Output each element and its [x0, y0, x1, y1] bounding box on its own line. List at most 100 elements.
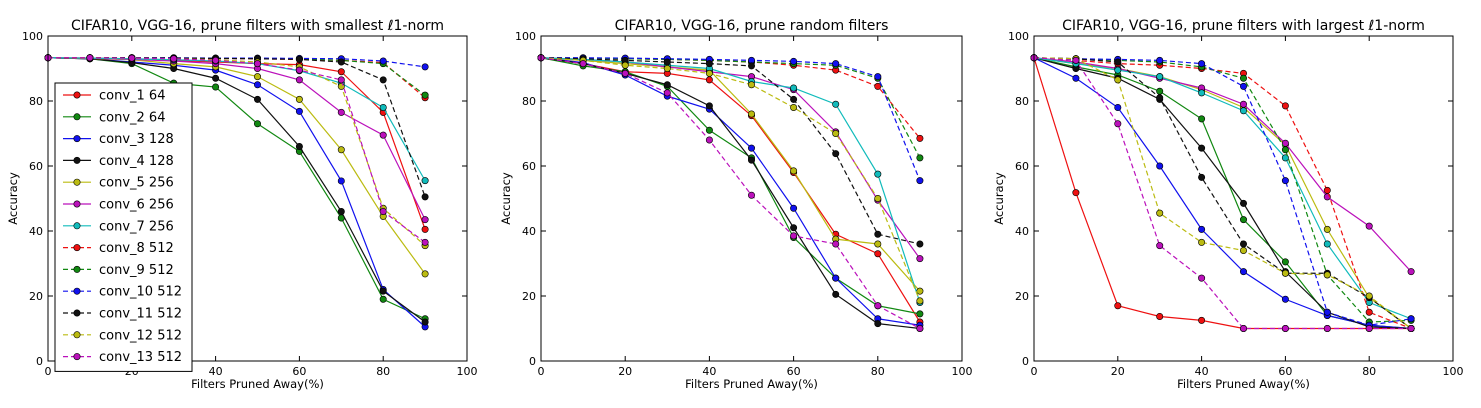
legend-swatch-marker [73, 331, 81, 339]
data-point [379, 57, 387, 65]
data-point [1281, 269, 1289, 277]
data-point [1365, 222, 1373, 230]
y-tick-label: 80 [29, 95, 43, 108]
legend-swatch-marker [73, 287, 81, 295]
x-tick-label: 80 [871, 365, 885, 378]
data-point [295, 107, 303, 115]
data-point [1156, 94, 1164, 102]
y-tick-label: 40 [522, 225, 536, 238]
data-point [1323, 186, 1331, 194]
x-tick-label: 100 [1443, 365, 1464, 378]
data-point [705, 102, 713, 110]
data-point [421, 193, 429, 201]
data-point [1240, 216, 1248, 224]
data-point [1114, 104, 1122, 112]
y-tick-label: 0 [1022, 355, 1029, 368]
data-point [337, 108, 345, 116]
x-tick-label: 60 [1278, 365, 1292, 378]
data-point [295, 95, 303, 103]
data-point [379, 104, 387, 112]
data-point [1072, 56, 1080, 64]
data-point [1281, 324, 1289, 332]
data-point [1323, 225, 1331, 233]
x-axis-label: Filters Pruned Away(%) [191, 377, 324, 391]
series-line-conv_12-512 [48, 57, 426, 247]
x-tick-label: 20 [1111, 365, 1125, 378]
data-point [1156, 56, 1164, 64]
y-axis-label: Accuracy [6, 172, 20, 225]
y-tick-label: 0 [529, 355, 536, 368]
data-point [421, 225, 429, 233]
data-point [212, 74, 220, 82]
chart-title: CIFAR10, VGG-16, prune filters with smal… [71, 18, 444, 34]
data-point [1198, 60, 1206, 68]
legend-swatch-marker [73, 244, 81, 252]
data-point [874, 230, 882, 238]
x-tick-label: 20 [618, 365, 632, 378]
legend-entry: conv_2 64 [99, 110, 165, 125]
plot-frame [47, 35, 468, 362]
data-point [379, 295, 387, 303]
series-line-conv_10-512 [541, 57, 921, 181]
data-point [916, 177, 924, 185]
data-point [1240, 199, 1248, 207]
y-tick-label: 0 [36, 355, 43, 368]
legend-swatch-marker [73, 178, 81, 186]
data-point [621, 61, 629, 69]
data-point [1156, 162, 1164, 170]
y-tick-label: 60 [522, 160, 536, 173]
data-point [1156, 209, 1164, 217]
chart-panel-3: CIFAR10, VGG-16, prune filters with larg… [992, 18, 1464, 391]
data-point [1114, 58, 1122, 66]
data-point [1198, 238, 1206, 246]
data-point [1156, 242, 1164, 250]
data-point [254, 73, 262, 81]
chart-panel-1: CIFAR10, VGG-16, prune filters with smal… [6, 18, 478, 391]
data-point [1365, 324, 1373, 332]
y-axis-label: Accuracy [992, 172, 1006, 225]
data-point [254, 120, 262, 128]
data-point [790, 104, 798, 112]
series-line-conv_12-512 [540, 57, 921, 302]
data-point [1240, 247, 1248, 255]
data-point [337, 76, 345, 84]
x-tick-label: 100 [952, 365, 973, 378]
series-line-conv_11-512 [540, 57, 921, 245]
data-point [1114, 120, 1122, 128]
data-point [337, 208, 345, 216]
legend: conv_1 64 conv_2 64 conv_3 128 conv_4 128 co… [54, 82, 193, 372]
data-point [1240, 100, 1248, 108]
data-point [790, 204, 798, 212]
x-tick-label: 100 [457, 365, 478, 378]
y-tick-label: 100 [22, 30, 43, 43]
data-point [254, 60, 262, 68]
data-point [874, 170, 882, 178]
data-point [421, 177, 429, 185]
data-point [1198, 115, 1206, 123]
data-point [705, 76, 713, 84]
data-point [705, 126, 713, 134]
series-line-conv_5-256 [1033, 57, 1412, 329]
legend-swatch-marker [73, 91, 81, 99]
data-point [1240, 268, 1248, 276]
data-point [1156, 312, 1164, 320]
data-point [790, 84, 798, 92]
data-point [421, 238, 429, 246]
series-line-conv_12-512 [1033, 57, 1412, 329]
legend-swatch-marker [73, 309, 81, 317]
y-tick-label: 80 [1015, 95, 1029, 108]
data-point [874, 195, 882, 203]
y-axis-label: Accuracy [499, 172, 513, 225]
data-point [1365, 308, 1373, 316]
data-point [874, 320, 882, 328]
data-point [747, 110, 755, 118]
data-point [916, 134, 924, 142]
data-point [212, 83, 220, 91]
legend-swatch-marker [73, 353, 81, 361]
data-point [212, 56, 220, 64]
data-point [337, 177, 345, 185]
x-tick-label: 0 [538, 365, 545, 378]
data-point [1198, 274, 1206, 282]
data-point [421, 318, 429, 326]
series-line-conv_7-256 [1033, 57, 1412, 320]
